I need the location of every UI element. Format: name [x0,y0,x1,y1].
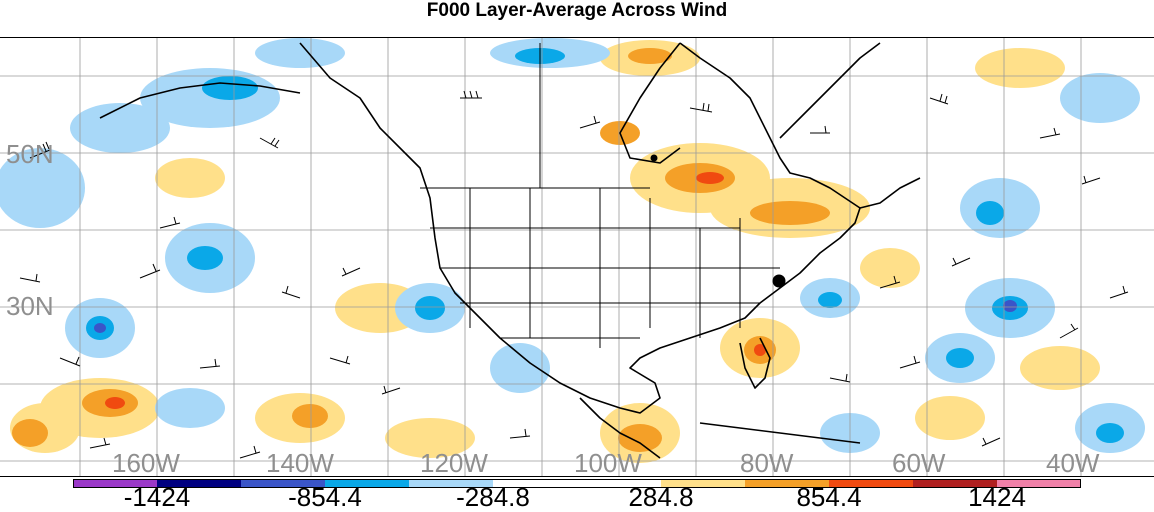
colorbar-swatch-1 [73,479,158,488]
colorbar-label-4: 284.8 [628,482,694,512]
lat-label-50n: 50N [6,139,54,169]
station-marker-east [772,274,786,288]
positive-extreme-layer [105,172,766,409]
map-panel: 50N 30N 160W 140W 120W 100W 80W 60W 40W [0,37,1154,477]
colorbar-label-3: -284.8 [456,482,530,512]
colorbar-swatch-10 [829,479,914,488]
lon-label-100w: 100W [574,448,642,477]
colorbar-swatch-9 [745,479,830,488]
station-marker-north [650,154,658,162]
positive-strong-layer [12,48,830,452]
colorbar-swatch-2 [157,479,242,488]
lon-label-80w: 80W [740,448,794,477]
colorbar-label-2: -854.4 [288,482,362,512]
graticule [0,38,1154,476]
map-title: F000 Layer-Average Across Wind [426,0,728,21]
colorbar-swatch-11 [913,479,998,488]
colorbar-swatch-6 [493,479,578,488]
political-borders [420,43,780,348]
coastlines [99,42,921,459]
colorbar-label-5: 854.4 [796,482,862,512]
negative-extreme-layer [94,300,1017,333]
lon-label-120w: 120W [420,448,488,477]
lon-label-160w: 160W [112,448,180,477]
lat-label-30n: 30N [6,291,54,321]
lon-label-60w: 60W [892,448,946,477]
colorbar-label-6: 1424 [968,482,1026,512]
colorbar-swatch-5 [409,479,494,488]
lon-label-40w: 40W [1046,448,1100,477]
colorbar-swatch-3 [241,479,326,488]
colorbar-swatch-4 [325,479,410,488]
colorbar-swatch-7 [577,479,662,488]
colorbar-label-1: -1424 [123,482,191,512]
negative-strong-layer [86,48,1124,443]
lon-label-140w: 140W [266,448,334,477]
map-canvas [0,38,1154,476]
colorbar-swatch-8 [661,479,746,488]
colorbar [73,479,1081,488]
colorbar-swatch-12 [997,479,1081,488]
wind-barbs [19,90,1129,459]
